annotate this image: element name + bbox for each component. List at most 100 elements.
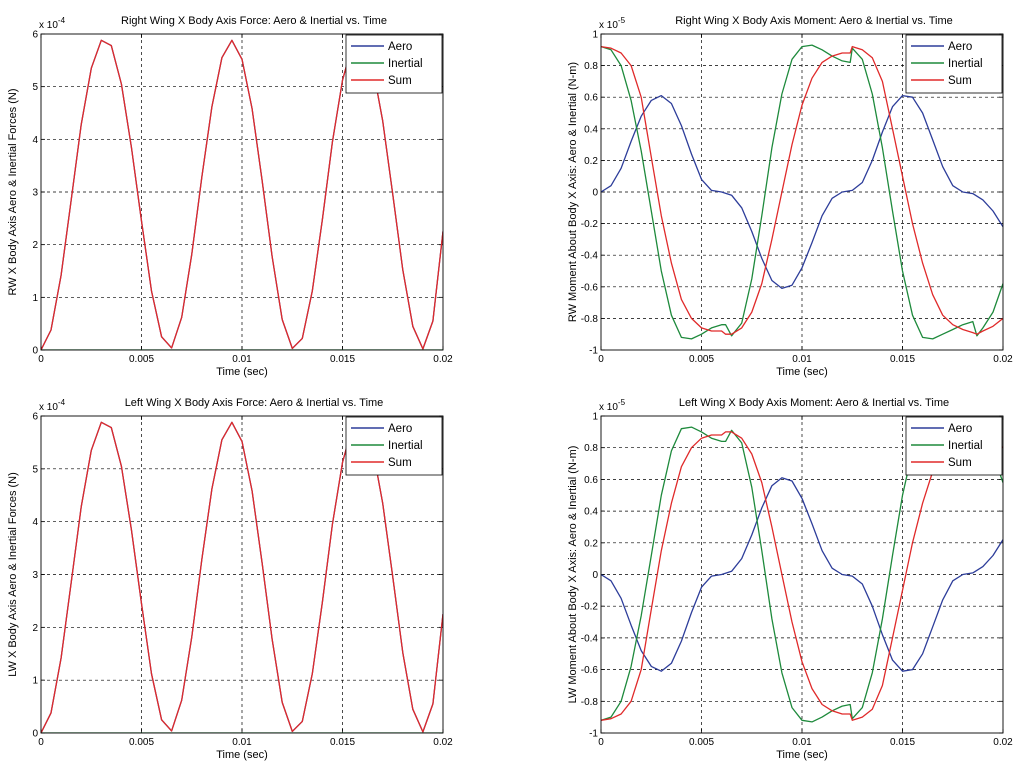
legend-box: [345, 416, 443, 476]
y-tick-label: 2: [32, 623, 38, 634]
y-tick-label: 6: [32, 412, 38, 423]
x-tick-label: 0.01: [232, 737, 252, 748]
x-tick-label: 0.015: [890, 354, 915, 365]
x-tick-label: 0.02: [993, 737, 1013, 748]
x-tick-label: 0: [38, 354, 44, 365]
legend-entry-aero: Aero: [948, 41, 972, 53]
exponent-power: -4: [58, 16, 66, 25]
x-tick-label: 0.01: [232, 354, 252, 365]
exponent-power: -4: [58, 398, 66, 407]
y-tick-label: 1: [592, 30, 598, 41]
y-tick-label: 0.8: [584, 61, 598, 72]
x-tick-label: 0.005: [129, 354, 154, 365]
exponent-base: x 10: [599, 20, 618, 31]
y-tick-label: 3: [32, 188, 38, 199]
series-line-inertial: [601, 44, 1003, 340]
y-tick-label: -0.2: [581, 602, 599, 613]
exponent-base: x 10: [39, 402, 58, 413]
y-tick-label: -0.6: [581, 665, 599, 676]
y-axis-label: LW Moment About Body X Axis: Aero & Iner…: [567, 446, 579, 704]
x-tick-label: 0.005: [129, 737, 154, 748]
legend-entry-inertial: Inertial: [388, 440, 423, 452]
y-tick-label: 5: [32, 82, 38, 93]
axes-frame: [600, 33, 1004, 351]
chart-title: Left Wing X Body Axis Force: Aero & Iner…: [125, 397, 384, 409]
legend-entry-aero: Aero: [388, 41, 412, 53]
exponent-label: x 10-4: [39, 16, 66, 31]
y-tick-label: 3: [32, 570, 38, 581]
x-tick-label: 0.02: [433, 354, 453, 365]
y-tick-label: 1: [32, 293, 38, 304]
y-tick-label: 0.6: [584, 93, 598, 104]
legend: Aero Inertial Sum: [345, 34, 443, 94]
axes-frame: [40, 33, 444, 351]
legend-entry-sum: Sum: [388, 75, 412, 87]
legend-entry-inertial: Inertial: [948, 58, 983, 70]
chart-title: Right Wing X Body Axis Force: Aero & Ine…: [121, 15, 387, 27]
x-axis-label: Time (sec): [216, 749, 268, 761]
legend-entry-inertial: Inertial: [948, 440, 983, 452]
y-tick-label: 0: [32, 346, 38, 357]
y-axis-label: RW X Body Axis Aero & Inertial Forces (N…: [7, 88, 19, 295]
y-tick-label: -0.8: [581, 697, 599, 708]
series-group: [601, 44, 1003, 340]
y-tick-label: -1: [589, 346, 598, 357]
y-tick-label: 1: [592, 412, 598, 423]
series-line-aero: [601, 477, 1003, 672]
axes-frame: [40, 415, 444, 734]
legend: Aero Inertial Sum: [345, 416, 443, 476]
chart-1: 0 0.005 0.01 0.015 0.02 0 1 2 3 4 5 6x 10-4 Right Wi…: [7, 15, 453, 378]
legend-entry-sum: Sum: [948, 457, 972, 469]
x-tick-label: 0: [598, 737, 604, 748]
legend-box: [905, 416, 1003, 476]
y-tick-label: 0: [592, 188, 598, 199]
chart-3: 0 0.005 0.01 0.015 0.02 0 1 2 3 4 5 6x 10-4 Left Win…: [7, 397, 453, 761]
y-tick-label: -0.4: [581, 251, 599, 262]
x-tick-label: 0.005: [689, 737, 714, 748]
legend-entry-aero: Aero: [948, 423, 972, 435]
x-axis-label: Time (sec): [776, 749, 828, 761]
y-tick-label: 0: [32, 729, 38, 740]
y-tick-label: -1: [589, 729, 598, 740]
y-axis-label: RW Moment About Body X Axis: Aero & Iner…: [567, 62, 579, 322]
y-tick-label: 4: [32, 135, 38, 146]
exponent-label: x 10-5: [599, 16, 626, 31]
exponent-base: x 10: [39, 20, 58, 31]
y-tick-label: 6: [32, 30, 38, 41]
series-line-aero: [601, 94, 1003, 290]
x-tick-label: 0: [598, 354, 604, 365]
legend-entry-inertial: Inertial: [388, 58, 423, 70]
y-tick-label: 0.6: [584, 475, 598, 486]
axes-frame: [600, 415, 1004, 734]
y-tick-label: 5: [32, 464, 38, 475]
y-tick-label: 4: [32, 517, 38, 528]
legend-entry-sum: Sum: [388, 457, 412, 469]
x-tick-label: 0.02: [433, 737, 453, 748]
legend-entry-sum: Sum: [948, 75, 972, 87]
series-line-sum: [601, 45, 1003, 335]
y-tick-label: 0.4: [584, 507, 598, 518]
y-axis-label: LW X Body Axis Aero & Inertial Forces (N…: [7, 472, 19, 677]
y-tick-label: 0.8: [584, 443, 598, 454]
y-tick-label: -0.6: [581, 282, 599, 293]
exponent-power: -5: [618, 16, 626, 25]
x-tick-label: 0.015: [330, 737, 355, 748]
chart-4: 0 0.005 0.01 0.015 0.02 -1 -0.8 -0.6 -0.4 -0.2 0 0.…: [567, 397, 1013, 761]
x-tick-label: 0.01: [792, 737, 812, 748]
chart-title: Right Wing X Body Axis Moment: Aero & In…: [675, 15, 953, 27]
y-tick-label: 2: [32, 240, 38, 251]
chart-title: Left Wing X Body Axis Moment: Aero & Ine…: [679, 397, 949, 409]
legend-entry-aero: Aero: [388, 423, 412, 435]
y-tick-label: -0.4: [581, 633, 599, 644]
x-tick-label: 0: [38, 737, 44, 748]
legend: Aero Inertial Sum: [905, 416, 1003, 476]
x-tick-label: 0.015: [330, 354, 355, 365]
chart-2: 0 0.005 0.01 0.015 0.02 -1 -0.8 -0.6 -0.4 -0.2 0 0.…: [567, 15, 1013, 378]
x-axis-label: Time (sec): [776, 366, 828, 378]
exponent-power: -5: [618, 398, 626, 407]
x-axis-label: Time (sec): [216, 366, 268, 378]
legend-box: [905, 34, 1003, 94]
y-tick-label: -0.8: [581, 314, 599, 325]
legend-box: [345, 34, 443, 94]
